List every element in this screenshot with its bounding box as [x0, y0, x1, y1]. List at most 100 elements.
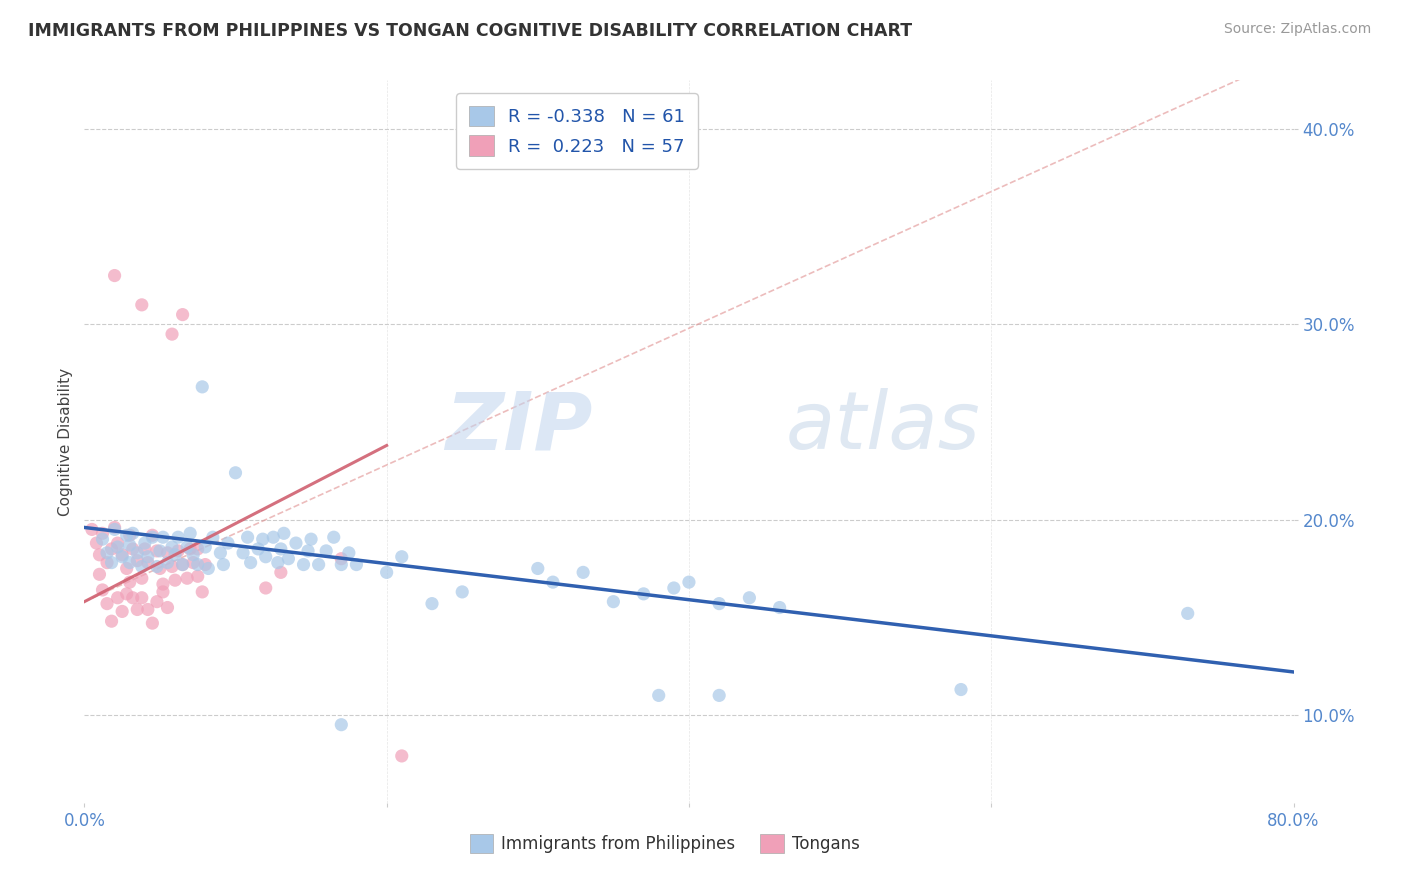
Legend: Immigrants from Philippines, Tongans: Immigrants from Philippines, Tongans	[463, 827, 866, 860]
Point	[541, 575, 564, 590]
Point	[299, 532, 322, 546]
Point	[709, 597, 731, 611]
Point	[201, 530, 224, 544]
Point	[678, 575, 700, 590]
Point	[152, 577, 174, 591]
Point	[160, 559, 183, 574]
Point	[146, 544, 169, 558]
Point	[187, 569, 209, 583]
Point	[254, 549, 277, 564]
Point	[134, 536, 156, 550]
Point	[160, 540, 183, 554]
Point	[181, 556, 204, 570]
Point	[107, 536, 129, 550]
Point	[346, 558, 368, 572]
Point	[1177, 607, 1199, 621]
Point	[176, 540, 198, 554]
Y-axis label: Cognitive Disability: Cognitive Disability	[58, 368, 73, 516]
Point	[115, 587, 138, 601]
Point	[176, 571, 198, 585]
Text: ZIP: ZIP	[444, 388, 592, 467]
Point	[662, 581, 685, 595]
Point	[118, 538, 141, 552]
Point	[179, 541, 201, 556]
Point	[709, 689, 731, 703]
Point	[104, 523, 127, 537]
Point	[96, 546, 118, 560]
Point	[330, 551, 353, 566]
Point	[149, 561, 172, 575]
Point	[330, 717, 353, 731]
Point	[111, 604, 134, 618]
Point	[239, 556, 262, 570]
Point	[121, 591, 143, 605]
Point	[572, 566, 595, 580]
Point	[115, 561, 138, 575]
Point	[121, 541, 143, 556]
Point	[156, 546, 179, 560]
Point	[179, 526, 201, 541]
Point	[232, 546, 254, 560]
Point	[308, 558, 330, 572]
Point	[134, 541, 156, 556]
Point	[107, 591, 129, 605]
Point	[191, 585, 214, 599]
Point	[118, 575, 141, 590]
Point	[277, 551, 299, 566]
Point	[194, 558, 217, 572]
Point	[118, 556, 141, 570]
Point	[156, 600, 179, 615]
Point	[217, 536, 239, 550]
Point	[152, 585, 174, 599]
Point	[391, 748, 413, 763]
Point	[96, 597, 118, 611]
Point	[156, 556, 179, 570]
Point	[131, 298, 153, 312]
Point	[267, 556, 290, 570]
Point	[146, 559, 169, 574]
Point	[950, 682, 973, 697]
Point	[111, 549, 134, 564]
Point	[315, 544, 337, 558]
Point	[738, 591, 761, 605]
Point	[172, 558, 194, 572]
Point	[136, 602, 159, 616]
Point	[194, 540, 217, 554]
Text: Source: ZipAtlas.com: Source: ZipAtlas.com	[1223, 22, 1371, 37]
Point	[270, 566, 292, 580]
Point	[141, 530, 163, 544]
Point	[236, 530, 259, 544]
Point	[104, 520, 127, 534]
Point	[187, 541, 209, 556]
Point	[273, 526, 295, 541]
Text: IMMIGRANTS FROM PHILIPPINES VS TONGAN COGNITIVE DISABILITY CORRELATION CHART: IMMIGRANTS FROM PHILIPPINES VS TONGAN CO…	[28, 22, 912, 40]
Point	[111, 548, 134, 562]
Point	[118, 528, 141, 542]
Point	[136, 556, 159, 570]
Point	[131, 571, 153, 585]
Point	[247, 541, 270, 556]
Point	[167, 544, 190, 558]
Point	[91, 582, 114, 597]
Point	[172, 308, 194, 322]
Point	[160, 327, 183, 342]
Point	[127, 554, 149, 568]
Point	[270, 541, 292, 556]
Point	[146, 595, 169, 609]
Point	[96, 556, 118, 570]
Point	[167, 530, 190, 544]
Point	[297, 544, 319, 558]
Point	[187, 558, 209, 572]
Point	[165, 573, 187, 587]
Point	[149, 544, 172, 558]
Point	[152, 530, 174, 544]
Point	[172, 558, 194, 572]
Point	[451, 585, 474, 599]
Point	[330, 558, 353, 572]
Point	[127, 602, 149, 616]
Point	[121, 526, 143, 541]
Point	[89, 567, 111, 582]
Point	[127, 546, 149, 560]
Point	[89, 548, 111, 562]
Point	[391, 549, 413, 564]
